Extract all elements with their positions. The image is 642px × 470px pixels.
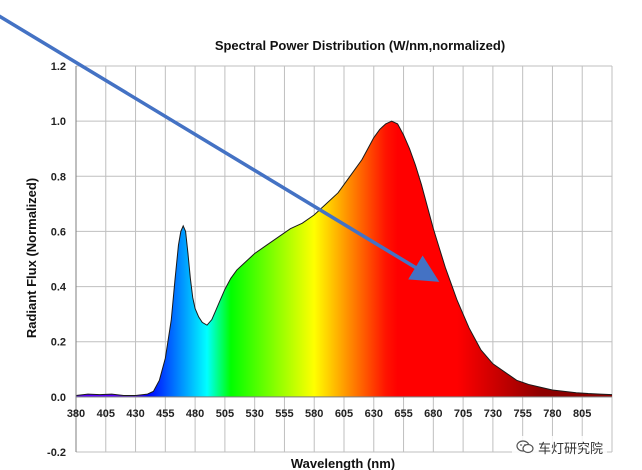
x-tick-label: 730 (484, 408, 502, 420)
y-axis-label: Radiant Flux (Normalized) (24, 178, 39, 338)
y-tick-label: 0.6 (51, 226, 66, 238)
x-tick-label: 680 (424, 408, 442, 420)
spectrum-line (75, 120, 613, 396)
annotation-arrow (0, 14, 440, 282)
y-tick-label: 0.4 (51, 282, 67, 294)
x-tick-label: 405 (97, 408, 115, 420)
y-tick-label: 1.2 (51, 61, 66, 73)
wechat-icon (516, 440, 534, 454)
x-tick-label: 655 (394, 408, 412, 420)
x-tick-label: 430 (126, 408, 144, 420)
x-tick-label: 555 (275, 408, 293, 420)
x-tick-label: 630 (365, 408, 383, 420)
axes (75, 66, 612, 452)
y-tick-labels: -0.2 0.0 0.2 0.4 0.6 0.8 1.0 1.2 (47, 61, 67, 459)
y-tick-label: 0.8 (51, 171, 66, 183)
y-tick-label: 0.2 (51, 337, 66, 349)
x-tick-label: 805 (573, 408, 591, 420)
y-tick-label: 1.0 (51, 116, 66, 128)
x-tick-label: 705 (454, 408, 472, 420)
x-tick-label: 530 (245, 408, 263, 420)
arrow-line (0, 14, 440, 282)
x-tick-labels: 380 405 430 455 480 505 530 555 580 605 630 655 680 7… (67, 408, 592, 420)
x-tick-label: 505 (216, 408, 234, 420)
spectrum-fill (76, 121, 612, 397)
y-tick-label: -0.2 (47, 447, 66, 459)
x-tick-label: 780 (543, 408, 561, 420)
chart-title: Spectral Power Distribution (W/nm,normal… (215, 38, 505, 53)
x-tick-label: 755 (513, 408, 531, 420)
x-tick-label: 580 (305, 408, 323, 420)
x-tick-label: 605 (335, 408, 353, 420)
y-tick-label: 0.0 (51, 392, 66, 404)
x-tick-label: 455 (156, 408, 174, 420)
watermark-text: 车灯研究院 (538, 441, 604, 457)
spectrum-area (75, 120, 613, 397)
watermark: 车灯研究院 (512, 436, 608, 458)
x-axis-label: Wavelength (nm) (291, 456, 395, 470)
x-tick-label: 380 (67, 408, 85, 420)
x-tick-label: 480 (186, 408, 204, 420)
